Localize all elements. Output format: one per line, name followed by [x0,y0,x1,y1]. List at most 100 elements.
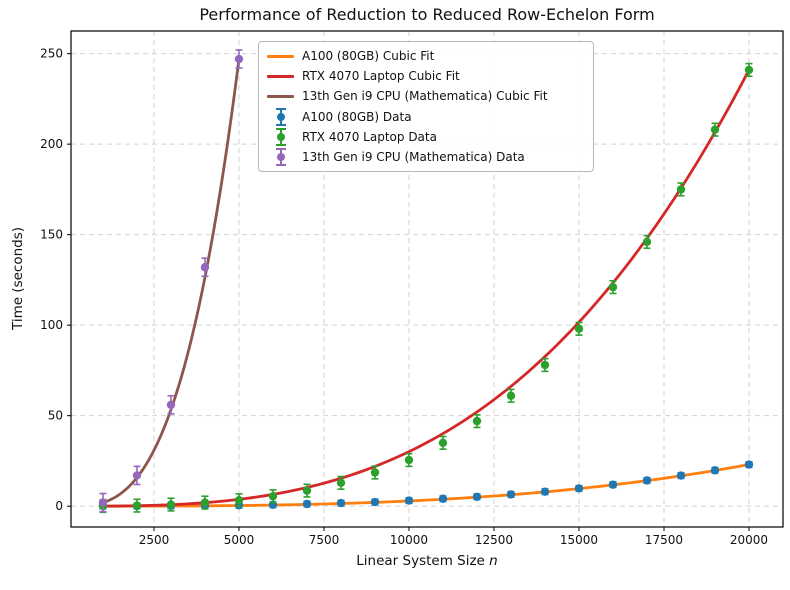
data-point [404,496,414,505]
legend-errorbar-part [275,107,286,110]
data-point [438,438,448,448]
x-tick-label: 12500 [475,533,513,547]
data-point [540,487,550,496]
data-point [302,499,312,509]
y-tick-label: 50 [48,409,63,423]
legend-errorbar-part [276,152,285,161]
data-point [642,237,652,247]
x-tick-label: 17500 [645,533,683,547]
legend-errorbar-part [275,163,286,166]
data-point [438,494,448,503]
data-point [302,486,312,495]
data-point [676,471,686,480]
data-point [234,54,244,64]
y-tick-label: 100 [40,318,63,332]
data-point [608,282,618,292]
data-point [200,498,210,507]
legend-line-glyph [267,54,294,58]
x-tick-label: 15000 [560,533,598,547]
legend-item-label: 13th Gen i9 CPU (Mathematica) Cubic Fit [302,89,548,104]
legend-line-sample [267,67,294,85]
legend-item-label: RTX 4070 Laptop Cubic Fit [302,69,460,84]
data-point [336,478,346,488]
y-tick-label: 0 [55,499,63,513]
legend-errorbar-sample [267,147,294,166]
legend-item: A100 (80GB) Data [267,107,585,127]
data-point [744,460,754,469]
data-point [642,476,652,485]
tick-labels: 2500 5000 7500 10000 12500 15000 17500 20000 0 50… [40,47,768,547]
legend-line-sample [267,47,294,65]
data-point [676,185,686,194]
data-point [608,480,618,489]
data-series [98,49,244,513]
data-point [506,490,516,499]
data-point [166,500,176,509]
data-point [234,496,244,505]
legend: A100 (80GB) Cubic Fit RTX 4070 Laptop Cu… [258,41,594,172]
legend-item: 13th Gen i9 CPU (Mathematica) Cubic Fit [267,86,585,106]
chart-title: Performance of Reduction to Reduced Row-… [199,5,655,24]
legend-item: A100 (80GB) Cubic Fit [267,46,585,66]
fit-curve [101,463,751,508]
y-tick-label: 250 [40,47,63,61]
x-tick-label: 5000 [224,533,255,547]
legend-errorbar-glyph [275,147,287,166]
legend-item-label: 13th Gen i9 CPU (Mathematica) Data [302,149,525,164]
legend-item-label: A100 (80GB) Data [302,109,412,124]
x-axis-label-variable: n [489,553,498,569]
data-point [472,416,482,426]
x-axis-label: Linear System Size n [71,553,783,569]
data-point [132,501,142,510]
legend-item-label: A100 (80GB) Cubic Fit [302,49,435,64]
legend-item: RTX 4070 Laptop Cubic Fit [267,66,585,86]
legend-line-sample [267,87,294,105]
data-point [98,498,108,507]
data-point [268,492,278,501]
data-point [506,391,516,400]
y-tick-label: 150 [40,228,63,242]
legend-errorbar-part [275,147,286,150]
data-point [370,468,380,477]
data-point [132,471,142,480]
legend-line-glyph [267,74,294,78]
y-tick-label: 200 [40,137,63,151]
data-point [710,125,720,134]
legend-line-glyph [267,94,294,98]
data-point [404,455,414,465]
legend-item: 13th Gen i9 CPU (Mathematica) Data [267,147,585,167]
legend-errorbar-part [275,143,286,146]
x-tick-label: 7500 [309,533,340,547]
data-point [574,484,584,493]
legend-errorbar-part [276,132,285,141]
legend-item: RTX 4070 Laptop Data [267,127,585,147]
y-axis-label: Time (seconds) [10,226,26,330]
data-point [370,497,380,507]
x-axis-label-text: Linear System Size [356,553,490,569]
axes-frame [70,30,784,528]
fit-curve [101,68,751,508]
data-point [574,324,584,333]
tick-marks [67,53,750,531]
legend-errorbar-part [275,123,286,126]
data-point [166,400,176,410]
fit-curve [101,57,241,505]
legend-errorbar-sample [267,127,294,146]
legend-errorbar-glyph [275,107,287,126]
data-point [710,466,720,475]
data-series [98,62,754,514]
legend-item-label: RTX 4070 Laptop Data [302,129,437,144]
data-point [472,492,482,501]
legend-errorbar-part [276,112,285,121]
data-point [540,360,550,370]
x-tick-label: 2500 [139,533,170,547]
data-point [200,263,210,272]
legend-errorbar-part [275,127,286,130]
x-tick-label: 10000 [390,533,428,547]
legend-errorbar-glyph [275,127,287,146]
data-point [744,65,754,75]
legend-errorbar-sample [267,107,294,126]
data-point [336,498,346,508]
